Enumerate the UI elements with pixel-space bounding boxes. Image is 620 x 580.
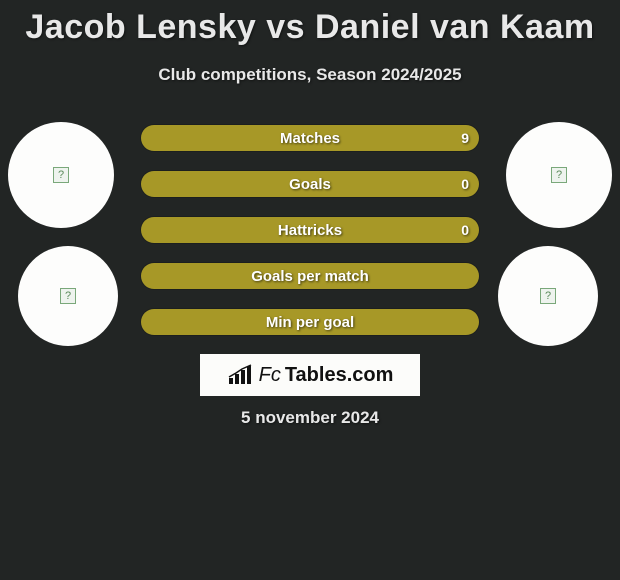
stat-value-right: 9	[461, 125, 469, 151]
date-label: 5 november 2024	[0, 408, 620, 428]
stat-label: Min per goal	[141, 309, 479, 335]
left-player-avatars: ? ?	[8, 122, 118, 346]
stat-value-right: 0	[461, 217, 469, 243]
avatar: ?	[8, 122, 114, 228]
placeholder-icon: ?	[53, 167, 69, 183]
page-title: Jacob Lensky vs Daniel van Kaam	[0, 0, 620, 47]
stat-row: Matches9	[140, 124, 480, 152]
brand-badge: FcTables.com	[200, 354, 420, 396]
chart-icon	[227, 364, 255, 386]
placeholder-icon: ?	[551, 167, 567, 183]
placeholder-icon: ?	[540, 288, 556, 304]
stat-row: Min per goal	[140, 308, 480, 336]
stat-label: Goals per match	[141, 263, 479, 289]
subtitle: Club competitions, Season 2024/2025	[0, 65, 620, 85]
brand-name: Tables.com	[285, 364, 394, 387]
stats-panel: Matches9Goals0Hattricks0Goals per matchM…	[140, 124, 480, 354]
placeholder-icon: ?	[60, 288, 76, 304]
stat-row: Goals per match	[140, 262, 480, 290]
stat-label: Hattricks	[141, 217, 479, 243]
stat-label: Matches	[141, 125, 479, 151]
stat-row: Goals0	[140, 170, 480, 198]
brand-prefix: Fc	[259, 364, 281, 387]
stat-value-right: 0	[461, 171, 469, 197]
avatar: ?	[498, 246, 598, 346]
stat-label: Goals	[141, 171, 479, 197]
right-player-avatars: ? ?	[506, 122, 612, 346]
avatar: ?	[18, 246, 118, 346]
stat-row: Hattricks0	[140, 216, 480, 244]
avatar: ?	[506, 122, 612, 228]
